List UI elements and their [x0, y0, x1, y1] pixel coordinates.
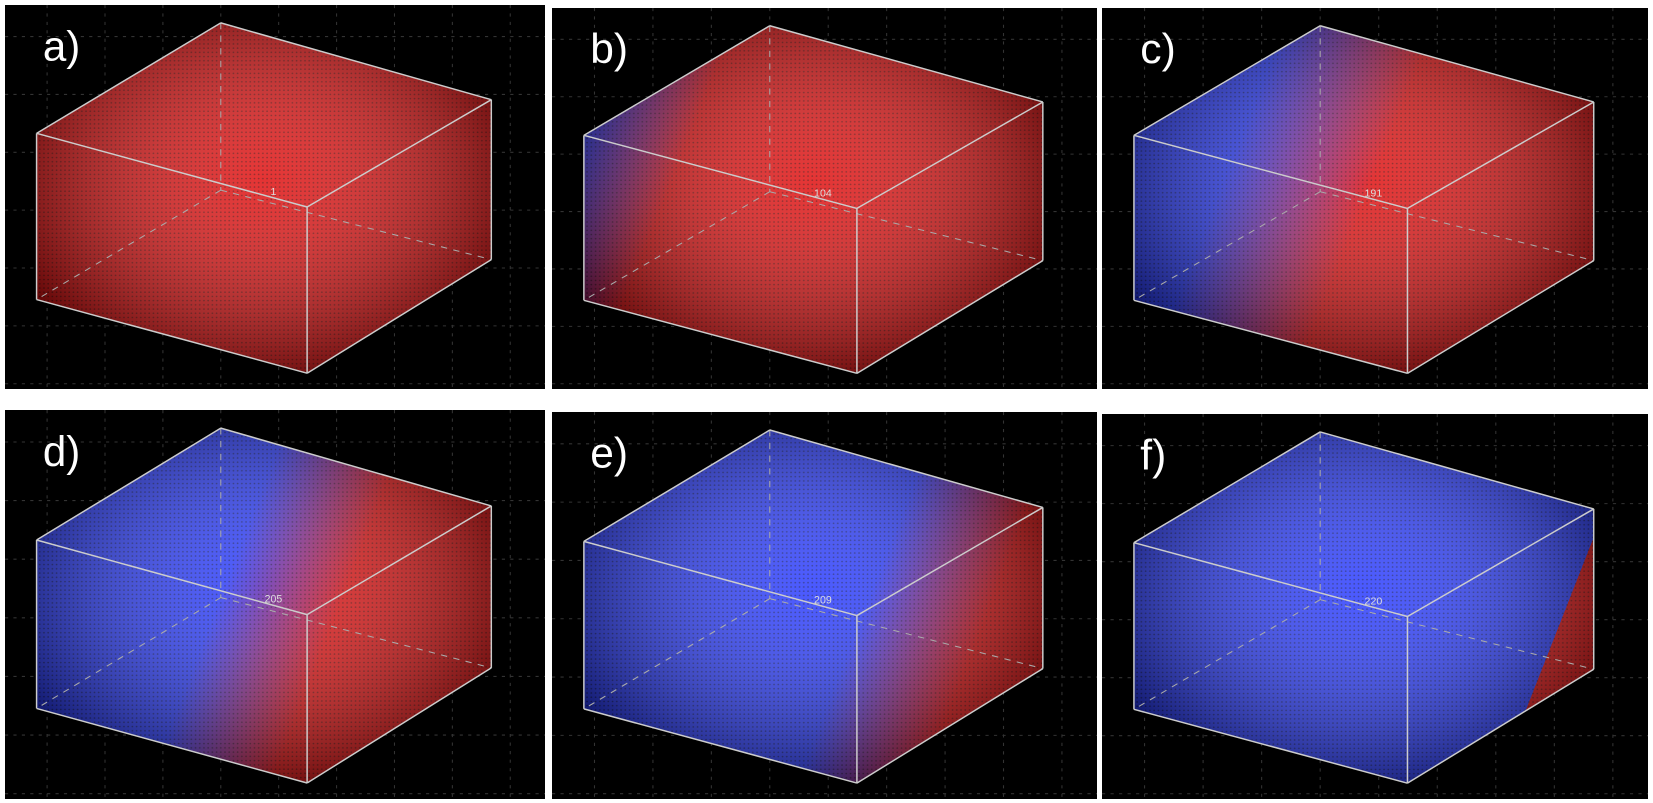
panel-render: e) 209: [552, 412, 1097, 799]
panel-render: d) 205: [5, 410, 545, 799]
box-edge-hidden: [583, 598, 771, 710]
panel: d) 205: [5, 410, 545, 799]
box-edge: [1407, 668, 1595, 784]
panel-render: c) 191: [1102, 8, 1648, 389]
box-edge: [1133, 134, 1408, 210]
panel-render: a) 1: [5, 5, 545, 389]
box-edge: [220, 22, 492, 101]
box-edge-hidden: [769, 598, 1043, 670]
box-edge: [1133, 431, 1321, 544]
box-edge: [36, 539, 308, 616]
panel-label: b): [590, 25, 628, 72]
panel-label: c): [1140, 25, 1175, 72]
box-edge: [856, 259, 1044, 374]
box-edge: [306, 667, 492, 784]
shading: [1133, 431, 1594, 784]
box-edge-hidden: [1320, 191, 1594, 262]
box-edge: [220, 427, 492, 507]
step-label: 104: [814, 188, 832, 200]
shading: [1133, 25, 1594, 374]
box-edge: [583, 299, 858, 375]
panel-label: f): [1140, 432, 1166, 479]
panel: e) 209: [552, 412, 1097, 799]
box-edge-hidden: [36, 189, 222, 301]
box-edge: [306, 258, 492, 374]
shading: [583, 430, 1043, 784]
box-edge: [856, 667, 1044, 784]
box-edge-hidden: [1133, 191, 1321, 301]
box-edge-hidden: [220, 597, 492, 669]
box-edge: [306, 505, 492, 616]
box-edge: [1407, 101, 1595, 210]
panel: f) 220: [1102, 414, 1648, 799]
box-edge: [583, 25, 771, 136]
panel-label: a): [43, 22, 80, 69]
panel-render: b) 104: [552, 8, 1097, 389]
box-edge: [1133, 708, 1408, 784]
box-edge: [583, 429, 771, 542]
box-edge: [1133, 299, 1408, 375]
panel: a) 1: [5, 5, 545, 389]
box-edge: [1133, 25, 1321, 136]
step-label: 220: [1365, 596, 1383, 608]
shading: [36, 428, 492, 784]
step-label: 209: [814, 595, 832, 607]
box-edge: [1319, 431, 1594, 510]
box-edge: [36, 298, 308, 374]
step-label: 1: [270, 186, 276, 198]
step-label: 191: [1365, 188, 1383, 200]
box-edge: [1133, 541, 1408, 618]
panel-label: e): [590, 430, 628, 477]
box-edge: [856, 506, 1044, 617]
box-edge: [769, 25, 1044, 103]
shading: [36, 22, 492, 374]
box-edge: [1319, 25, 1594, 103]
panel-label: d): [43, 428, 80, 475]
box-edge: [1407, 259, 1595, 374]
box-edge-hidden: [220, 189, 492, 261]
panel: c) 191: [1102, 8, 1648, 389]
box-edge: [583, 708, 858, 784]
box-edge: [36, 22, 222, 134]
panel-render: f) 220: [1102, 414, 1648, 799]
box-edge-hidden: [1320, 599, 1594, 670]
panel: b) 104: [552, 8, 1097, 389]
box-edge: [856, 101, 1044, 210]
box-edge: [36, 427, 222, 541]
box-edge: [583, 540, 858, 617]
box-edge: [36, 132, 308, 208]
box-edge-hidden: [36, 597, 222, 709]
box-edge-hidden: [769, 191, 1043, 262]
box-edge: [583, 134, 858, 210]
box-edge: [36, 707, 308, 784]
box-edge: [306, 99, 492, 208]
box-edge: [1407, 508, 1595, 618]
step-label: 205: [265, 593, 283, 605]
box-edge-hidden: [1133, 599, 1321, 710]
shading: [583, 25, 1043, 374]
box-edge-hidden: [583, 191, 771, 301]
box-edge: [769, 429, 1044, 509]
